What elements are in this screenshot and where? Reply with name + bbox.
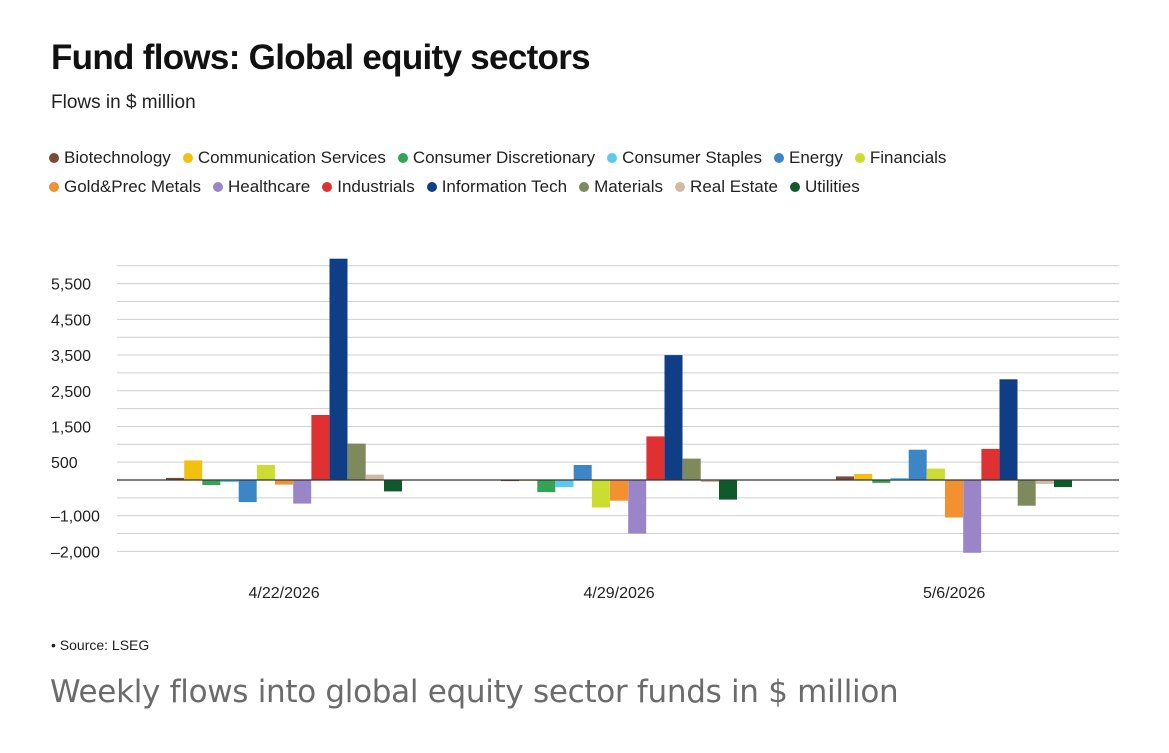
legend-label: Consumer Discretionary xyxy=(412,147,596,167)
legend-item-financials: Financials xyxy=(854,147,947,168)
legend-item-industrials: Industrials xyxy=(322,176,415,197)
bar-real-estate-2 xyxy=(700,480,719,483)
bar-financials-2 xyxy=(591,480,610,508)
legend-label: Healthcare xyxy=(228,176,311,196)
legend-item-energy: Energy xyxy=(774,148,843,168)
bar-information-tech-3 xyxy=(999,379,1018,480)
bar-consumer-staples-3 xyxy=(890,477,909,480)
bar-utilities-1 xyxy=(384,480,402,492)
y-tick-label: 3,500 xyxy=(51,348,91,365)
bar-gold-prec-metals-2 xyxy=(610,480,628,501)
y-tick-label: –1,000 xyxy=(51,509,100,526)
bar-healthcare-2 xyxy=(628,480,647,534)
bar-gold-prec-metals-3 xyxy=(945,480,963,518)
bar-biotechnology-1 xyxy=(166,477,184,480)
legend-swatch xyxy=(426,181,437,192)
legend-swatch xyxy=(49,152,59,163)
bar-energy-3 xyxy=(908,449,927,480)
legend-swatch xyxy=(774,152,785,163)
bar-gold-prec-metals-1 xyxy=(275,480,293,485)
bar-industrials-1 xyxy=(311,415,330,480)
legend-label: Consumer Staples xyxy=(622,147,763,167)
bar-consumer-staples-2 xyxy=(555,480,574,488)
legend-swatch xyxy=(854,152,865,163)
legend-label: Energy xyxy=(789,147,843,167)
legend-label: Communication Services xyxy=(197,147,386,167)
legend-item-information-tech: Information Tech xyxy=(426,176,568,197)
legend-label: Information Tech xyxy=(441,176,568,196)
legend-label: Industrials xyxy=(337,176,415,196)
legend-label: Utilities xyxy=(804,176,860,196)
bar-materials-3 xyxy=(1017,480,1036,506)
legend-label: Real Estate xyxy=(690,176,778,196)
legend-swatch xyxy=(397,152,408,163)
bar-communication-services-3 xyxy=(854,473,873,480)
chart-caption: Weekly flows into global equity sector f… xyxy=(50,674,899,710)
bar-utilities-3 xyxy=(1054,480,1072,488)
legend-swatch xyxy=(213,181,223,192)
legend-swatch xyxy=(49,181,59,192)
legend-item-communication-services: Communication Services xyxy=(182,147,386,168)
bar-materials-1 xyxy=(347,443,366,480)
legend-item-real-estate: Real Estate xyxy=(675,177,778,197)
legend-label: Materials xyxy=(594,176,664,196)
bar-real-estate-1 xyxy=(365,474,384,480)
y-tick-label: 4,500 xyxy=(51,312,91,329)
bar-financials-3 xyxy=(926,468,945,480)
bar-utilities-2 xyxy=(719,480,737,500)
bar-healthcare-1 xyxy=(293,480,312,504)
bar-communication-services-1 xyxy=(184,460,203,480)
legend-item-consumer-discretionary: Consumer Discretionary xyxy=(397,147,596,168)
chart-subtitle: Flows in $ million xyxy=(51,92,196,113)
bar-consumer-discretionary-3 xyxy=(872,480,891,483)
bar-information-tech-1 xyxy=(329,258,348,480)
legend-item-biotechnology: Biotechnology xyxy=(49,148,171,168)
y-tick-label: 500 xyxy=(51,455,78,472)
legend-item-gold-prec-metals: Gold&Prec Metals xyxy=(49,177,201,197)
x-tick-label: 5/6/2026 xyxy=(923,585,985,602)
bar-industrials-3 xyxy=(981,448,1000,480)
legend-swatch xyxy=(675,181,686,192)
x-tick-label: 4/29/2026 xyxy=(584,585,655,602)
bar-industrials-2 xyxy=(646,436,665,480)
legend-swatch xyxy=(607,152,618,163)
bar-biotechnology-3 xyxy=(836,476,854,480)
y-tick-label: 1,500 xyxy=(51,419,91,436)
bar-consumer-discretionary-2 xyxy=(537,480,556,493)
bar-real-estate-3 xyxy=(1035,480,1054,484)
bar-materials-2 xyxy=(682,458,701,480)
bar-financials-1 xyxy=(256,465,275,480)
legend-item-materials: Materials xyxy=(579,177,663,197)
legend-swatch xyxy=(322,181,333,192)
legend-item-consumer-staples: Consumer Staples xyxy=(607,148,762,168)
y-tick-label: 5,500 xyxy=(51,277,91,294)
bar-information-tech-2 xyxy=(664,355,683,480)
legend-row-1: Biotechnology Communication Services Consu… xyxy=(49,143,1139,172)
legend-row-2: Gold&Prec Metals Healthcare Industrials Inf… xyxy=(49,172,1139,201)
chart-title: Fund flows: Global equity sectors xyxy=(51,38,591,77)
legend-label: Biotechnology xyxy=(64,147,171,167)
y-tick-label: –2,000 xyxy=(51,544,100,561)
legend-label: Financials xyxy=(869,147,947,167)
legend-item-healthcare: Healthcare xyxy=(213,177,310,197)
chart-legend: Biotechnology Communication Services Consu… xyxy=(49,143,1139,201)
legend-swatch xyxy=(789,181,800,192)
source-note: • Source: LSEG xyxy=(51,637,150,653)
legend-item-utilities: Utilities xyxy=(789,176,860,197)
y-tick-label: 2,500 xyxy=(51,384,91,401)
x-tick-label: 4/22/2026 xyxy=(249,585,320,602)
bar-energy-1 xyxy=(238,480,257,503)
bar-consumer-discretionary-1 xyxy=(202,480,221,485)
legend-label: Gold&Prec Metals xyxy=(64,176,201,196)
legend-swatch xyxy=(182,152,193,163)
bar-healthcare-3 xyxy=(963,480,982,553)
bar-chart: –2,000 –1,000 500 1,500 2,500 3,500 4,500 5,500… xyxy=(51,258,1119,602)
bar-consumer-staples-1 xyxy=(220,480,239,483)
bar-energy-2 xyxy=(573,465,592,480)
legend-swatch xyxy=(579,181,590,192)
